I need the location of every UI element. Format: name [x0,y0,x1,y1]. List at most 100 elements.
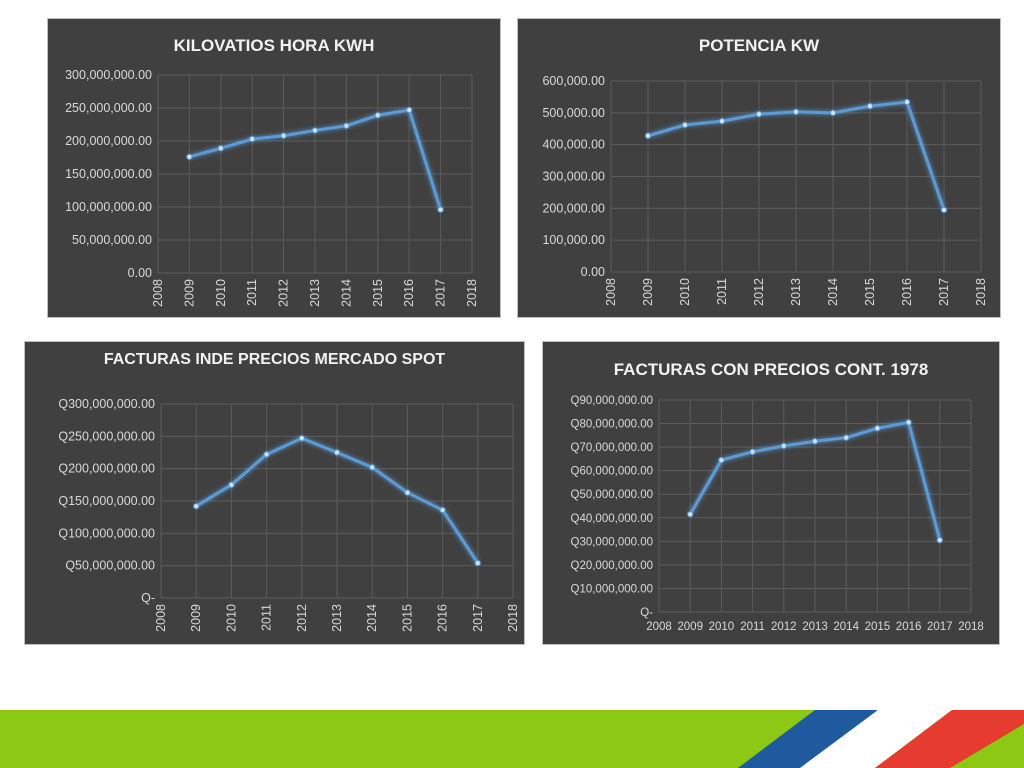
data-point [474,559,481,567]
x-tick-label: 2016 [900,278,914,306]
x-tick-label: 2012 [277,279,291,307]
y-tick-label: 0.00 [128,266,152,280]
data-point [439,506,446,514]
x-tick-label: 2018 [465,279,479,307]
x-tick-label: 2012 [771,621,797,633]
x-tick-label: 2014 [826,278,840,306]
data-point [404,489,411,496]
y-tick-label: 400,000.00 [542,138,605,152]
data-point [437,206,444,213]
x-tick-label: 2013 [802,621,828,633]
x-tick-label: 2018 [506,604,520,632]
x-tick-label: 2013 [330,604,344,632]
y-tick-label: Q90,000,000.00 [571,395,654,407]
x-tick-label: 2017 [937,278,951,306]
y-tick-label: 600,000.00 [542,74,605,88]
y-tick-label: Q- [640,607,653,619]
data-point [193,503,200,510]
y-tick-label: 0.00 [581,265,605,279]
y-tick-label: Q80,000,000.00 [571,419,654,431]
footer-flag-band [0,710,1024,768]
data-point [263,451,270,458]
x-tick-label: 2018 [958,621,984,633]
y-tick-label: Q300,000,000.00 [58,397,155,411]
y-tick-label: Q50,000,000.00 [65,559,155,573]
x-tick-label: 2017 [434,279,448,307]
x-tick-label: 2011 [740,621,765,633]
data-point [874,425,881,432]
data-point [903,98,911,106]
x-tick-label: 2011 [715,278,729,305]
data-point [687,511,694,518]
chart-title: FACTURAS CON PRECIOS CONT. 1978 [613,360,929,379]
data-point [749,448,756,455]
x-tick-label: 2014 [365,604,379,632]
data-point [940,206,948,214]
data-point [905,419,912,426]
chart-potencia-kw: POTENCIA KW 0.00 100,000.00 200,000.00 300,… [517,18,1001,318]
chart-facturas-cont-1978: FACTURAS CON PRECIOS CONT. 1978 Q- Q10,00… [542,341,1000,645]
data-point [811,438,819,445]
data-point [755,111,763,118]
x-tick-label: 2010 [709,621,735,633]
x-tick-label: 2008 [151,279,165,307]
x-tick-label: 2009 [641,278,655,306]
x-tick-label: 2008 [154,604,168,632]
data-point [829,109,837,116]
data-point [936,537,943,544]
data-point [311,127,319,134]
y-tick-label: 100,000.00 [542,233,605,247]
chart-title: FACTURAS INDE PRECIOS MERCADO SPOT [103,351,446,368]
y-tick-label: 200,000.00 [542,201,605,215]
x-tick-label: 2016 [896,621,922,633]
x-tick-label: 2010 [224,604,238,632]
data-point [374,112,381,119]
data-point [333,449,341,456]
chart-plot-svg: Q- Q10,000,000.00 Q20,000,000.00 Q30,000,00… [571,395,984,633]
y-tick-label: Q250,000,000.00 [58,429,155,443]
chart-plot-svg: Q- Q50,000,000.00 Q100,000,000.00 Q150,000,… [58,397,520,632]
y-tick-label: Q10,000,000.00 [571,583,654,595]
x-tick-label: 2017 [927,621,953,633]
x-tick-label: 2010 [214,279,228,307]
data-point [718,118,726,125]
x-tick-label: 2015 [863,278,877,306]
data-point [644,132,652,139]
chart-kilovatios-hora: KILOVATIOS HORA KWH 0.00 50,000,000.00 100… [47,18,501,318]
data-point [217,145,224,152]
y-tick-label: 100,000,000.00 [65,200,152,214]
y-tick-label: Q- [141,591,155,605]
x-tick-label: 2014 [339,279,353,307]
y-tick-label: Q150,000,000.00 [58,494,155,508]
x-tick-label: 2018 [974,278,988,306]
chart-title: KILOVATIOS HORA KWH [173,36,375,55]
x-tick-label: 2015 [400,604,414,632]
data-point [298,435,305,442]
x-tick-label: 2009 [677,621,703,633]
y-tick-label: 500,000.00 [542,106,605,120]
y-tick-label: Q40,000,000.00 [571,513,654,525]
y-tick-label: Q50,000,000.00 [571,489,654,501]
chart-title: POTENCIA KW [698,36,820,55]
x-tick-label: 2009 [182,279,196,307]
y-tick-label: 250,000,000.00 [65,101,152,115]
data-point [780,442,787,450]
data-point [186,153,193,160]
data-point [369,464,376,471]
data-point [343,122,350,129]
x-tick-label: 2010 [678,278,692,306]
y-tick-label: 50,000,000.00 [72,233,152,247]
x-tick-label: 2014 [833,621,859,633]
x-tick-label: 2011 [260,604,274,631]
y-tick-label: Q30,000,000.00 [571,536,654,548]
data-point [866,103,874,110]
x-tick-label: 2015 [865,621,891,633]
footer-blue-stripe [738,710,878,768]
x-tick-label: 2017 [471,604,485,632]
data-point [228,481,235,488]
footer-white-stripe [800,710,952,768]
x-tick-label: 2011 [245,279,259,306]
chart-plot-svg: 0.00 50,000,000.00 100,000,000.00 150,000,0… [65,68,479,307]
data-point [249,135,256,143]
x-tick-label: 2008 [646,621,672,633]
